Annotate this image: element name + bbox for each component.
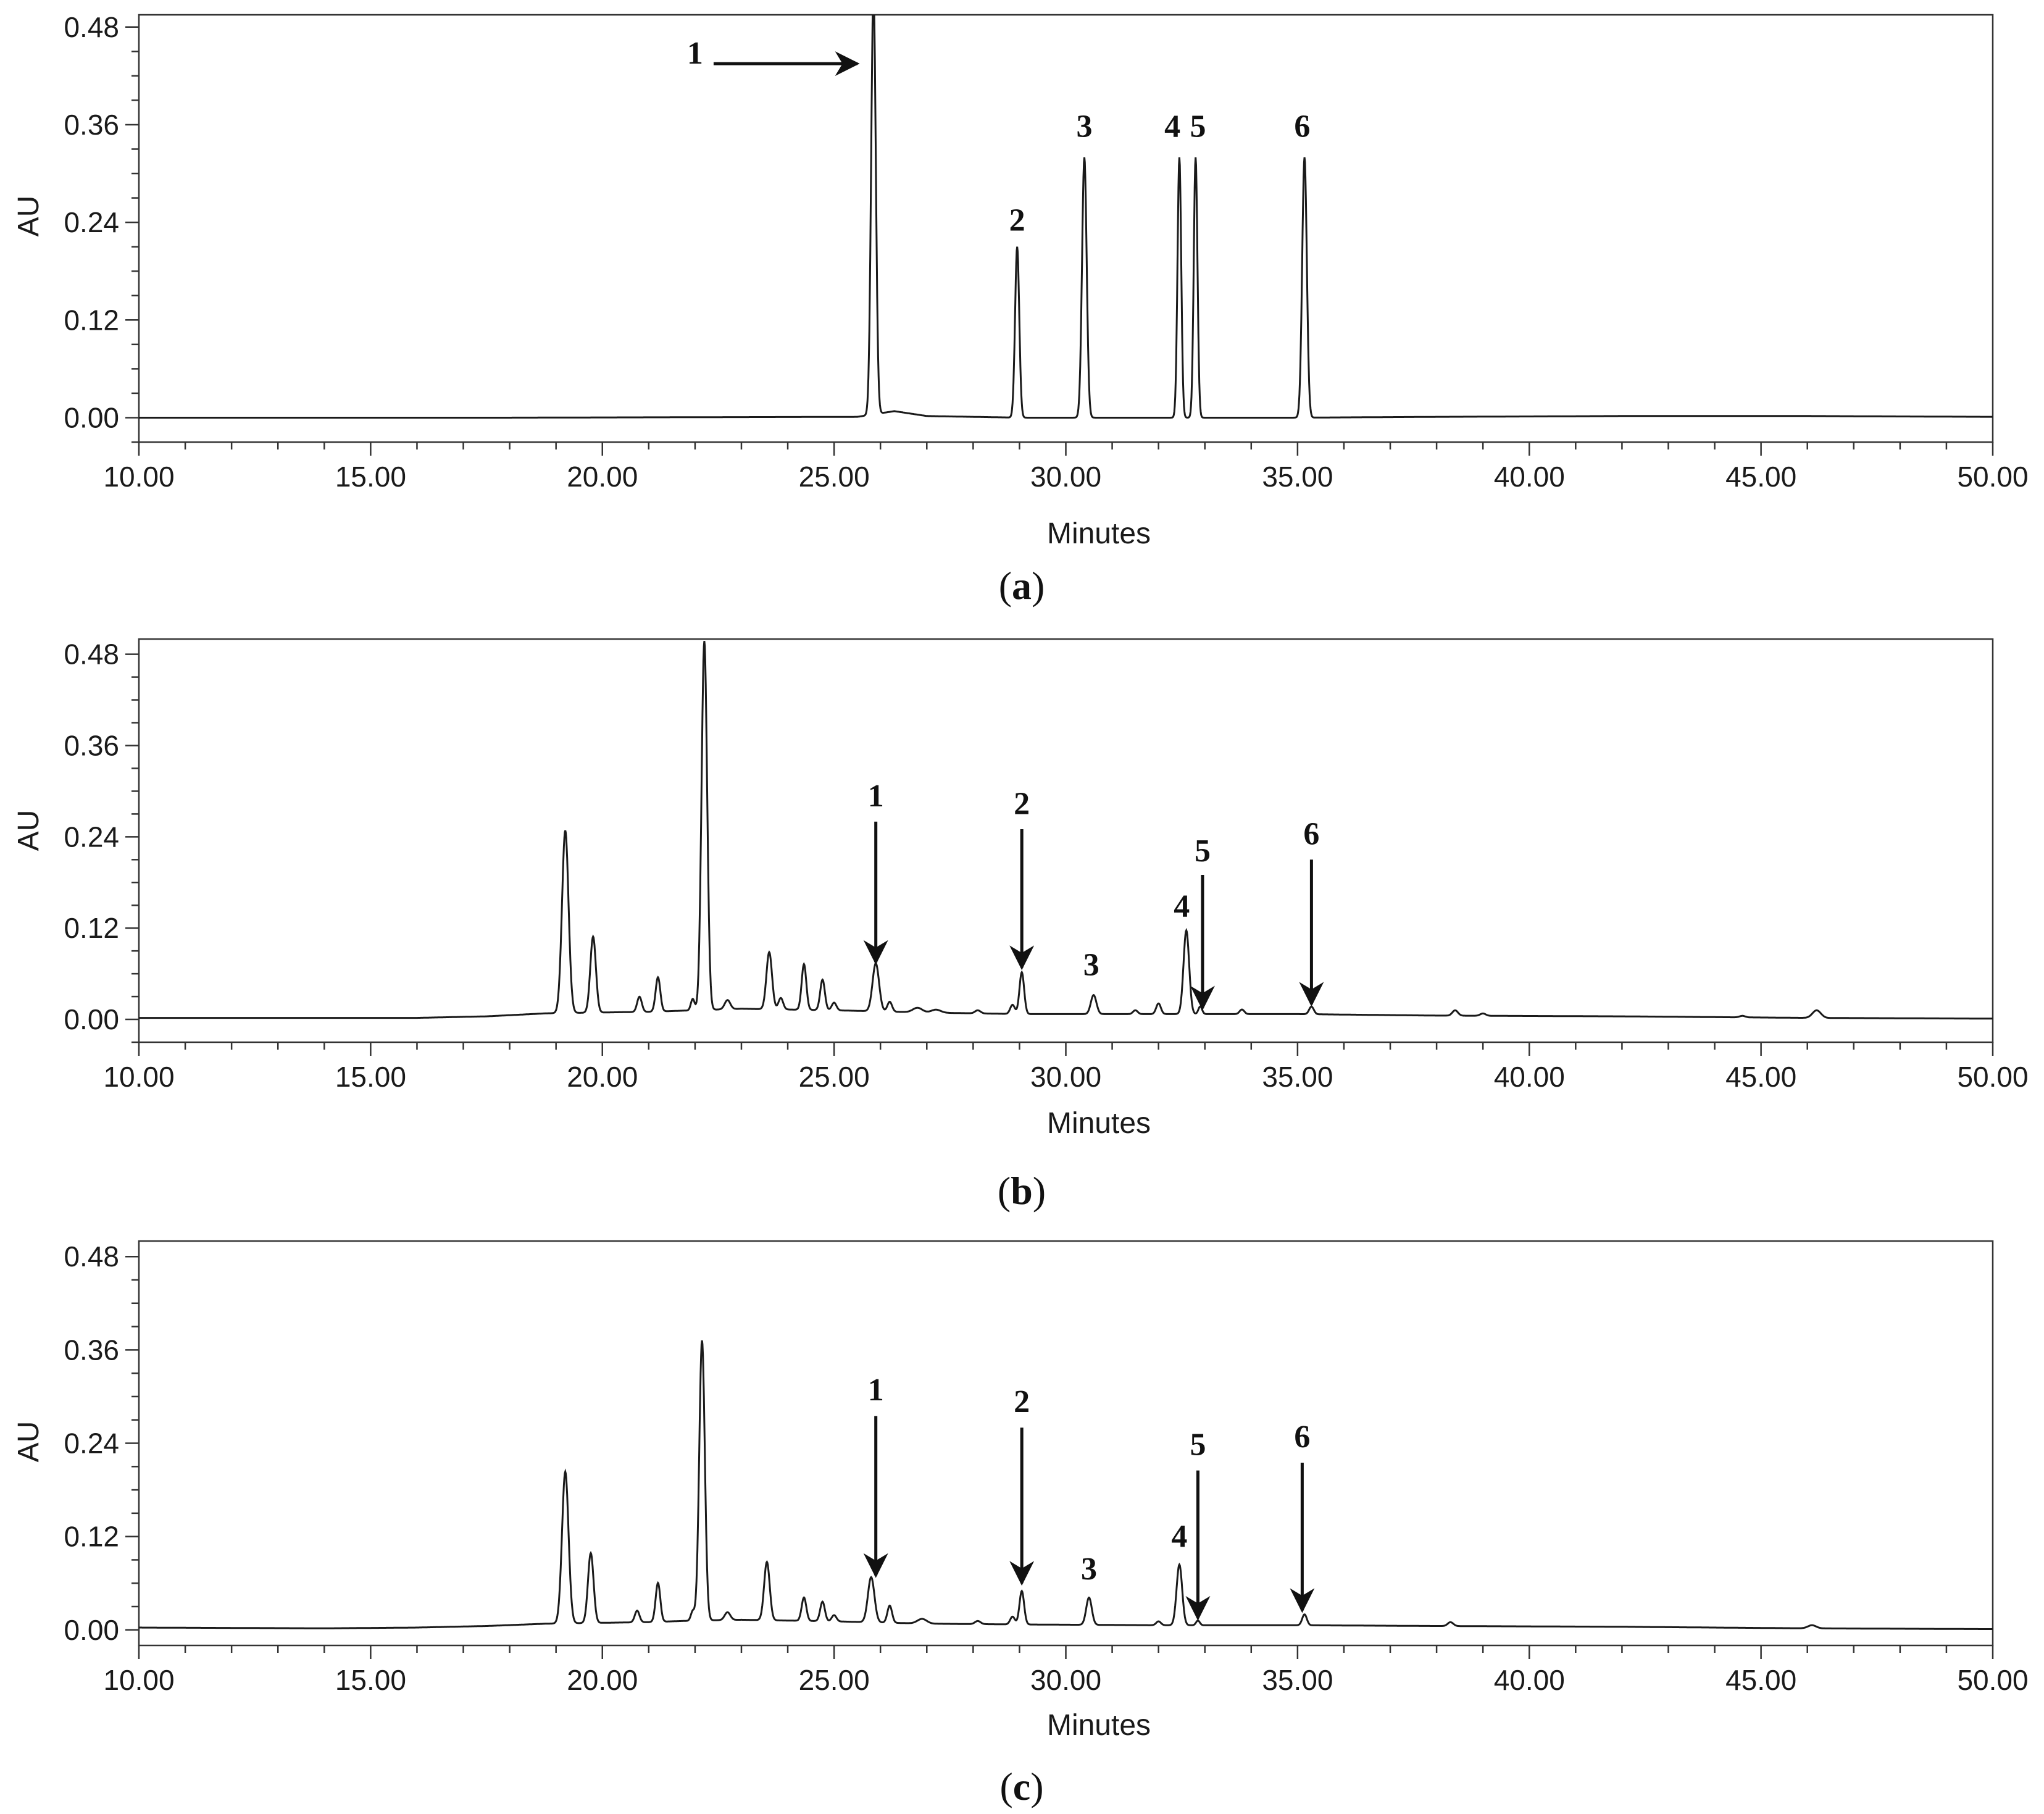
x-tick-label: 10.00 (103, 1664, 174, 1696)
panel-caption: (a) (999, 564, 1045, 608)
peak-label: 1 (687, 36, 703, 71)
x-tick-label: 50.00 (1957, 1061, 2028, 1093)
panel-caption: (c) (999, 1765, 1043, 1808)
x-tick-label: 30.00 (1030, 1061, 1101, 1093)
y-tick-label: 0.48 (64, 1240, 119, 1273)
y-axis-title: AU (12, 1421, 45, 1463)
peak-label: 4 (1174, 889, 1190, 924)
y-tick-label: 0.36 (64, 1334, 119, 1366)
peak-label: 5 (1195, 834, 1211, 869)
x-tick-label: 30.00 (1030, 1664, 1101, 1696)
y-tick-label: 0.24 (64, 821, 119, 853)
y-axis-title: AU (12, 196, 45, 237)
x-axis-title: Minutes (1047, 517, 1151, 550)
peak-label: 6 (1303, 817, 1319, 852)
peak-label: 4 (1164, 109, 1180, 144)
x-tick-label: 30.00 (1030, 461, 1101, 493)
x-tick-label: 25.00 (799, 461, 870, 493)
y-axis-title: AU (12, 810, 45, 851)
chromatogram-trace (139, 1340, 1993, 1630)
x-tick-label: 35.00 (1262, 461, 1333, 493)
y-tick-label: 0.48 (64, 638, 119, 671)
x-tick-label: 50.00 (1957, 461, 2028, 493)
peak-label: 6 (1294, 1419, 1310, 1455)
x-tick-label: 20.00 (567, 1664, 638, 1696)
panel-caption: (b) (998, 1169, 1046, 1213)
x-tick-label: 50.00 (1957, 1664, 2028, 1696)
y-tick-label: 0.36 (64, 729, 119, 761)
peak-label: 1 (868, 779, 884, 814)
plot-frame (138, 638, 1994, 1043)
peak-label: 2 (1009, 203, 1025, 238)
peak-label: 3 (1083, 948, 1099, 983)
x-tick-label: 40.00 (1494, 461, 1565, 493)
plot-frame (138, 14, 1994, 443)
panel-c: AU Minutes (c) 10.00 15.00 20.00 25.00 30.00… (12, 1240, 2029, 1808)
x-tick-label: 15.00 (335, 461, 406, 493)
peak-label: 4 (1171, 1519, 1187, 1554)
chromatogram-trace (139, 15, 1993, 419)
chromatogram-trace (139, 641, 1993, 1020)
x-axis-title: Minutes (1047, 1709, 1151, 1742)
panel-a: AU Minutes (a) 10.00 15.00 20.00 25.00 30.00… (12, 11, 2029, 608)
y-tick-label: 0.00 (64, 401, 119, 433)
x-tick-label: 45.00 (1725, 1664, 1796, 1696)
x-tick-label: 25.00 (799, 1664, 870, 1696)
x-tick-label: 35.00 (1262, 1664, 1333, 1696)
x-tick-label: 20.00 (567, 1061, 638, 1093)
y-tick-label: 0.48 (64, 11, 119, 43)
panel-caption-letter: b (1011, 1169, 1033, 1213)
y-tick-label: 0.12 (64, 912, 119, 944)
peak-label: 3 (1077, 109, 1093, 144)
peak-label: 6 (1294, 109, 1310, 144)
y-tick-label: 0.12 (64, 304, 119, 336)
x-axis-title: Minutes (1047, 1107, 1151, 1140)
x-tick-label: 25.00 (799, 1061, 870, 1093)
y-tick-label: 0.36 (64, 109, 119, 141)
peak-label: 2 (1014, 786, 1030, 821)
peak-label: 2 (1014, 1384, 1030, 1419)
peak-label: 3 (1081, 1552, 1097, 1587)
panel-caption-letter: c (1013, 1765, 1030, 1808)
x-tick-label: 10.00 (103, 461, 174, 493)
peak-label: 1 (868, 1373, 884, 1408)
peak-label: 5 (1190, 109, 1206, 144)
y-tick-label: 0.24 (64, 1427, 119, 1460)
x-tick-label: 45.00 (1725, 461, 1796, 493)
x-tick-label: 40.00 (1494, 1664, 1565, 1696)
x-tick-label: 15.00 (335, 1664, 406, 1696)
plot-frame (138, 1240, 1994, 1647)
peak-label: 5 (1190, 1427, 1206, 1462)
y-tick-label: 0.00 (64, 1614, 119, 1646)
x-tick-label: 40.00 (1494, 1061, 1565, 1093)
y-tick-label: 0.12 (64, 1521, 119, 1553)
x-tick-label: 20.00 (567, 461, 638, 493)
panel-caption-letter: a (1012, 564, 1032, 608)
y-tick-label: 0.00 (64, 1003, 119, 1035)
y-tick-label: 0.24 (64, 206, 119, 238)
x-tick-label: 15.00 (335, 1061, 406, 1093)
x-tick-label: 10.00 (103, 1061, 174, 1093)
panel-b: AU Minutes (b) 10.00 15.00 20.00 25.00 30.00… (12, 638, 2029, 1213)
x-tick-label: 45.00 (1725, 1061, 1796, 1093)
x-tick-label: 35.00 (1262, 1061, 1333, 1093)
